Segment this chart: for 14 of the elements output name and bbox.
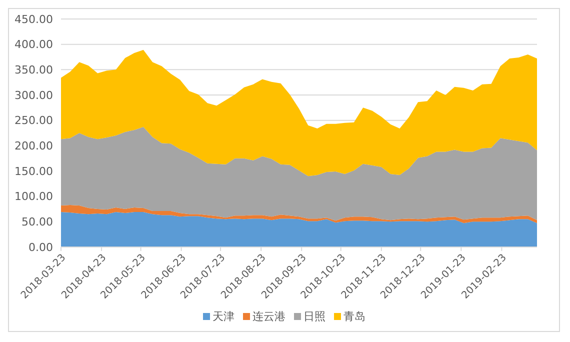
y-tick-label: 200.00 <box>14 140 53 153</box>
legend-label: 日照 <box>304 309 326 324</box>
legend-label: 连云港 <box>252 309 286 324</box>
y-tick-label: 150.00 <box>14 164 53 178</box>
y-tick-label: 450.00 <box>14 12 53 26</box>
y-tick-label: 50.00 <box>22 216 53 229</box>
y-tick-label: 350.00 <box>14 64 53 77</box>
y-tick-label: 400.00 <box>14 38 53 52</box>
legend-label: 天津 <box>212 309 234 324</box>
y-tick-label: 250.00 <box>14 114 53 128</box>
y-tick-label: 0.00 <box>28 240 53 254</box>
legend-label: 青岛 <box>344 309 366 324</box>
y-tick-label: 300.00 <box>14 88 53 102</box>
y-tick-label: 100.00 <box>14 190 53 204</box>
